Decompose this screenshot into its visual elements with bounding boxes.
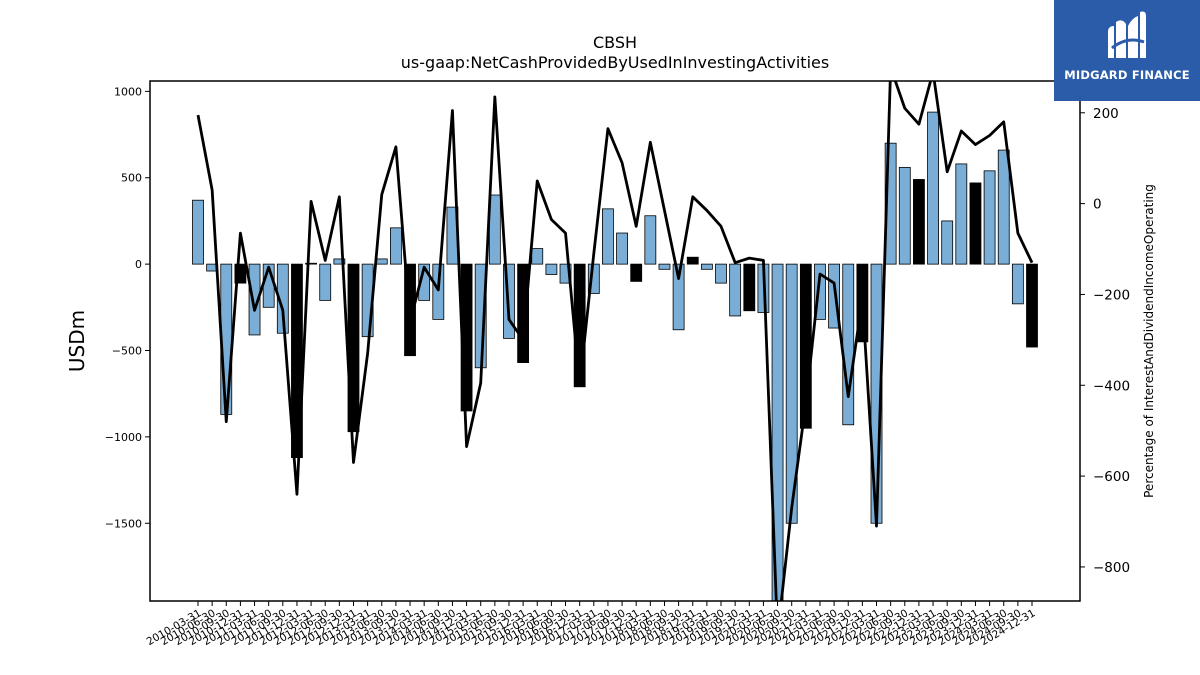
bar [305, 262, 317, 265]
bar [969, 182, 982, 265]
bar [913, 179, 925, 265]
bar [715, 263, 727, 284]
bar [842, 263, 855, 426]
line-layer [196, 81, 1034, 601]
chart-title: CBSH [593, 33, 637, 52]
bar [248, 263, 261, 336]
bar [375, 258, 388, 265]
plot-frame [149, 80, 1081, 602]
bar [997, 149, 1010, 265]
bar [814, 263, 826, 320]
y-axis-right-label: Percentage of InterestAndDividendIncomeO… [1142, 184, 1156, 498]
series-line [196, 81, 1034, 601]
bar [602, 208, 614, 265]
bar [389, 227, 402, 265]
bar [898, 166, 911, 265]
y-left-tick-label: 1000 [114, 85, 142, 98]
bar [927, 111, 939, 265]
bar [432, 263, 445, 320]
y-left-tick-label: 0 [135, 258, 142, 271]
bar [276, 263, 289, 334]
midgard-logo-icon [1108, 11, 1146, 58]
bar [785, 263, 798, 524]
bar [658, 263, 671, 270]
y-left-tick-label: −1500 [105, 517, 142, 530]
y-right-tick-label: −800 [1093, 560, 1130, 576]
bar [828, 263, 840, 329]
bar [333, 258, 346, 265]
bar [192, 199, 204, 265]
bar [545, 263, 558, 275]
bar [616, 232, 628, 265]
bar [630, 263, 643, 282]
bar [488, 194, 501, 265]
bar [672, 263, 685, 331]
brand-label: MIDGARD FINANCE [1064, 68, 1190, 82]
y-right-tick-label: −400 [1093, 378, 1130, 394]
brand-badge: MIDGARD FINANCE [1054, 0, 1200, 101]
y-right-tick-label: 0 [1093, 197, 1102, 213]
bar [941, 220, 954, 265]
bar [771, 263, 784, 601]
bar [686, 256, 699, 265]
right-axis: 200 0 −200 −400 −600 −800 [1080, 106, 1130, 576]
y-left-tick-label: −1000 [105, 431, 142, 444]
y-right-tick-label: −200 [1093, 287, 1130, 303]
y-axis-left-label: USDm [65, 310, 89, 372]
bar [418, 263, 431, 301]
bar [531, 248, 544, 265]
bar [1011, 263, 1024, 305]
bar [234, 263, 247, 284]
bar [644, 215, 657, 265]
bars-layer [192, 111, 1038, 601]
left-axis: 1000 500 0 −500 −1000 −1500 [105, 85, 150, 530]
bar [955, 163, 968, 265]
bar [517, 263, 530, 363]
y-left-tick-label: −500 [112, 345, 142, 358]
bar [1026, 263, 1038, 348]
bar [559, 263, 572, 284]
chart-subtitle: us-gaap:NetCashProvidedByUsedInInvesting… [401, 53, 829, 72]
bar [573, 263, 586, 388]
bar [700, 263, 713, 270]
y-right-tick-label: 200 [1093, 106, 1119, 122]
y-left-tick-label: 500 [121, 172, 142, 185]
bar [319, 263, 332, 301]
bar [729, 263, 742, 317]
y-right-tick-label: −600 [1093, 469, 1130, 485]
bar [743, 263, 756, 312]
bar [983, 170, 996, 265]
x-axis: 2010-03-312010-06-302010-09-302010-12-31… [145, 601, 1038, 648]
